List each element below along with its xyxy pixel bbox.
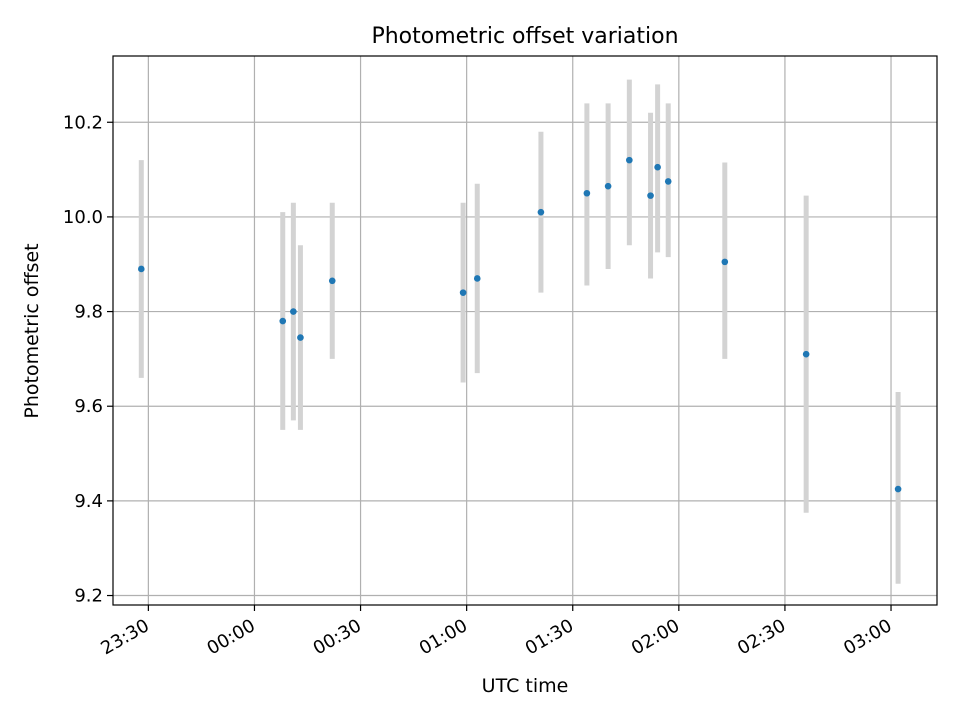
- data-point: [279, 317, 287, 325]
- data-point: [604, 182, 612, 190]
- data-point: [328, 277, 336, 285]
- data-point: [459, 289, 467, 296]
- y-tick-label: 9.8: [74, 302, 103, 323]
- data-point: [721, 258, 729, 266]
- data-point: [894, 485, 902, 493]
- data-point: [664, 178, 672, 185]
- chart-title: Photometric offset variation: [371, 24, 678, 49]
- data-point: [583, 189, 591, 197]
- x-axis-label: UTC time: [482, 675, 569, 697]
- y-tick-label: 9.4: [74, 491, 103, 512]
- data-point: [537, 208, 545, 216]
- plot-frame: [112, 55, 938, 606]
- grid-layer: [113, 56, 937, 605]
- data-point: [626, 156, 633, 164]
- data-point: [297, 334, 304, 341]
- y-tick-label: 9.6: [74, 396, 103, 417]
- y-tick-label: 9.2: [74, 586, 103, 607]
- y-axis-ticks: 9.2 9.4 9.6 9.8 10.0 10.2: [63, 112, 113, 607]
- data-point: [647, 192, 654, 199]
- y-axis-label: Photometric offset: [21, 243, 43, 418]
- data-point: [473, 275, 481, 282]
- y-tick-label: 10.2: [63, 112, 103, 133]
- y-tick-label: 10.0: [63, 207, 103, 228]
- data-point: [654, 163, 661, 171]
- point-layer: [137, 156, 902, 493]
- data-point: [802, 350, 810, 358]
- data-point: [137, 265, 145, 273]
- data-point: [290, 308, 297, 315]
